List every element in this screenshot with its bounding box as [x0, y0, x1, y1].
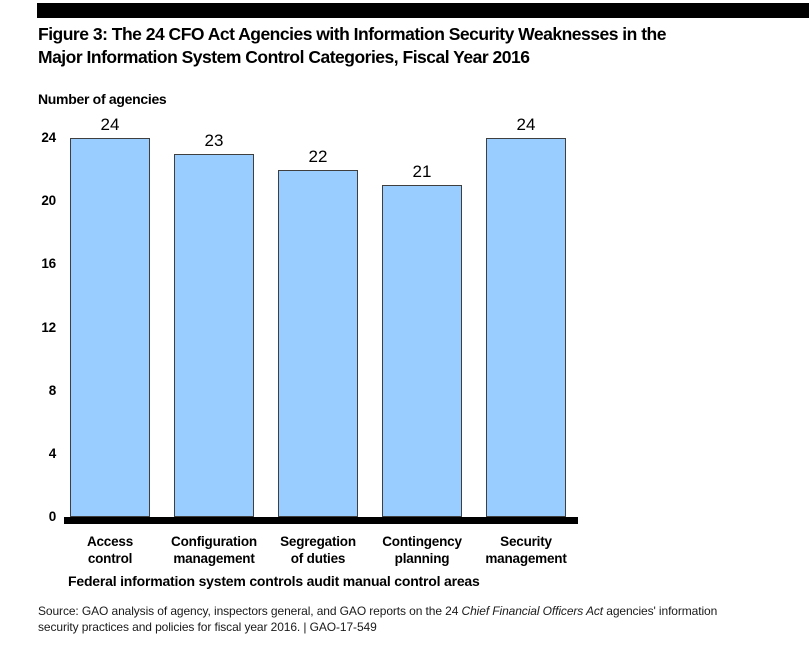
y-axis-tick-label: 20	[41, 193, 56, 208]
y-axis-tick-label: 24	[41, 130, 56, 145]
x-axis-category-label-security-management: Security management	[485, 534, 567, 566]
bar-value-label: 24	[100, 115, 120, 134]
x-axis-category-label-contingency-planning: Contingency planning	[382, 534, 462, 566]
bar-access-control	[70, 138, 150, 517]
y-axis-tick-label: 8	[48, 383, 57, 398]
y-axis-tick-label: 12	[41, 320, 56, 335]
x-axis-title: Federal information system controls audi…	[68, 573, 480, 589]
y-axis-tick-label: 4	[48, 446, 57, 461]
bar-value-label: 23	[204, 131, 224, 150]
bar-configuration-management	[174, 154, 254, 517]
source-text-line2: security practices and policies for fisc…	[38, 619, 377, 634]
figure-title-line1: Figure 3: The 24 CFO Act Agencies with I…	[38, 24, 666, 44]
figure-title: Figure 3: The 24 CFO Act Agencies with I…	[38, 23, 804, 69]
bar-value-label: 24	[516, 115, 536, 134]
bar-segregation-of-duties	[278, 170, 358, 517]
source-text-suffix: agencies' information	[603, 604, 718, 618]
source-text-italic: Chief Financial Officers Act	[461, 604, 604, 618]
figure-title-line2: Major Information System Control Categor…	[38, 47, 530, 67]
y-axis-tick-label: 0	[48, 509, 57, 524]
x-axis-category-label-configuration-management: Configuration management	[171, 534, 257, 566]
source-note: Source: GAO analysis of agency, inspecto…	[38, 604, 796, 635]
y-axis-caption: Number of agencies	[38, 91, 167, 107]
source-text-prefix: Source: GAO analysis of agency, inspecto…	[38, 604, 462, 618]
x-axis-category-label-segregation-of-duties: Segregation of duties	[280, 534, 356, 566]
bar-contingency-planning	[382, 185, 462, 517]
x-axis-category-label-access-control: Access control	[86, 534, 134, 566]
header-divider-bar	[37, 3, 809, 18]
x-axis-baseline	[64, 517, 578, 524]
y-axis-tick-label: 16	[41, 256, 56, 271]
bar-security-management	[486, 138, 566, 517]
bar-value-label: 21	[412, 162, 432, 181]
bar-value-label: 22	[308, 147, 328, 166]
